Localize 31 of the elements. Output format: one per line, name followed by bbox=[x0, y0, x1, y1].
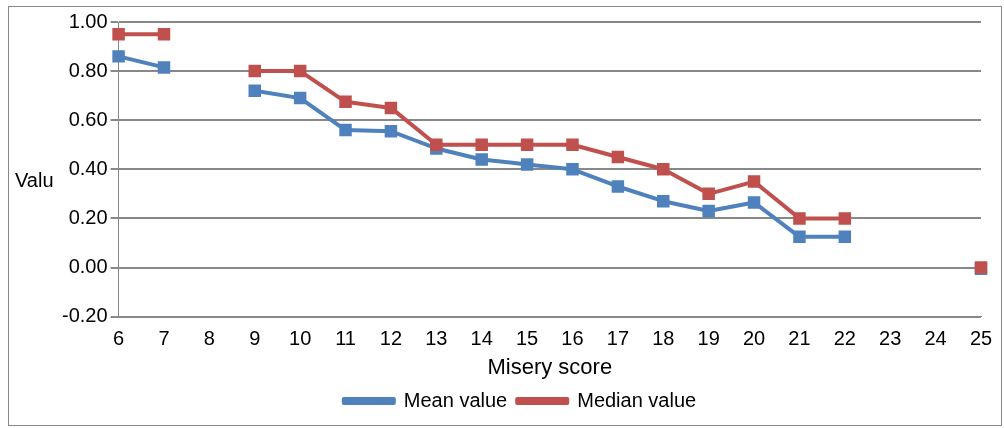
y-tick-label: -0.20 bbox=[61, 304, 108, 327]
x-tick-label: 14 bbox=[470, 327, 493, 350]
x-tick-label: 9 bbox=[249, 327, 261, 350]
y-tick-label: 0.20 bbox=[68, 205, 108, 228]
y-tick-label: 0.00 bbox=[68, 255, 108, 278]
x-tick-label: 8 bbox=[203, 327, 215, 350]
x-tick-label: 16 bbox=[561, 327, 584, 350]
x-tick-label: 17 bbox=[606, 327, 629, 350]
x-tick-label: 25 bbox=[969, 327, 993, 350]
x-tick-label: 10 bbox=[289, 327, 312, 350]
legend-label: Median value bbox=[577, 388, 697, 411]
x-tick-label: 6 bbox=[113, 327, 125, 350]
x-tick-label: 19 bbox=[697, 327, 720, 350]
x-tick-label: 22 bbox=[833, 327, 856, 350]
x-tick-label: 13 bbox=[425, 327, 448, 350]
x-tick-label: 24 bbox=[924, 327, 947, 350]
x-tick-label: 23 bbox=[879, 327, 902, 350]
x-tick-label: 21 bbox=[788, 327, 811, 350]
y-tick-label: 0.80 bbox=[68, 58, 108, 81]
y-tick-label: 0.60 bbox=[68, 107, 108, 130]
x-tick-label: 12 bbox=[379, 327, 403, 350]
y-tick-label: 0.40 bbox=[68, 156, 108, 179]
y-axis-title: Valu bbox=[15, 168, 54, 191]
x-tick-label: 7 bbox=[158, 327, 170, 350]
x-axis-title: Misery score bbox=[487, 353, 613, 379]
y-tick-label: 1.00 bbox=[68, 9, 108, 32]
x-tick-label: 20 bbox=[742, 327, 766, 350]
x-tick-label: 18 bbox=[652, 327, 675, 350]
x-tick-label: 11 bbox=[335, 327, 356, 350]
legend-label: Mean value bbox=[403, 388, 508, 411]
x-tick-label: 15 bbox=[515, 327, 539, 350]
